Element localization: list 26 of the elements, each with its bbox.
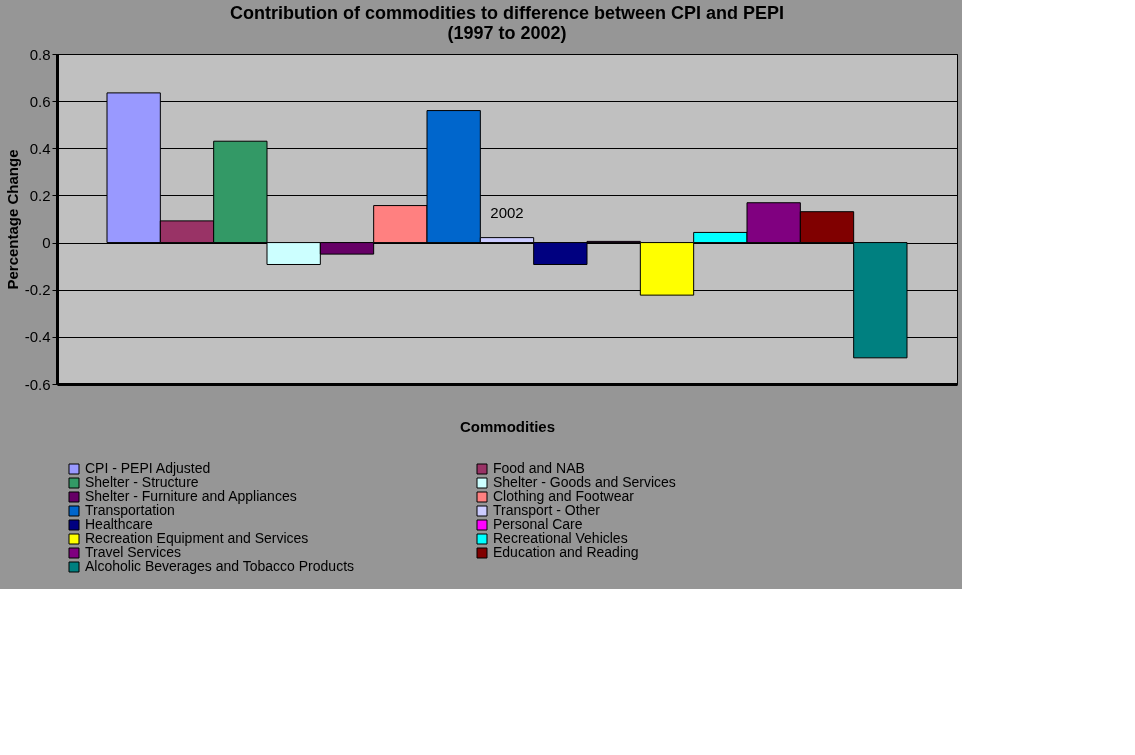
legend-label: Transportation	[85, 502, 175, 518]
legend-label: Shelter - Furniture and Appliances	[85, 488, 297, 504]
y-tick-label: 0.6	[29, 92, 51, 110]
x-axis-title: Commodities	[459, 417, 556, 435]
x-tick-label: 2002	[490, 203, 524, 221]
legend-label: Shelter - Goods and Services	[493, 474, 676, 490]
legend-label: CPI - PEPI Adjusted	[85, 460, 211, 476]
y-tick-label: -0.6	[24, 375, 51, 393]
legend-label: Healthcare	[85, 516, 153, 532]
legend-label: Education and Reading	[493, 544, 639, 560]
legend-label: Personal Care	[493, 516, 583, 532]
legend-label: Recreational Vehicles	[493, 530, 628, 546]
y-tick-label: 0.2	[29, 186, 51, 204]
legend-label: Clothing and Footwear	[493, 488, 635, 504]
y-tick-label: 0.8	[29, 45, 51, 63]
y-axis-title: Percentage Change	[3, 149, 21, 290]
text: (1997 to 2002)	[447, 23, 567, 43]
legend-label: Recreation Equipment and Services	[85, 530, 309, 546]
legend-label: Food and NAB	[493, 460, 585, 476]
y-tick-label: -0.4	[24, 328, 51, 346]
legend-label: Alcoholic Beverages and Tobacco Products	[85, 558, 355, 574]
y-tick-label: 0	[42, 234, 51, 252]
y-tick-label: 0.4	[29, 139, 51, 157]
legend-label: Travel Services	[85, 544, 181, 560]
y-tick-label: -0.2	[24, 281, 51, 299]
text: Contribution of commodities to difference between CPI and PEPI	[229, 3, 785, 23]
